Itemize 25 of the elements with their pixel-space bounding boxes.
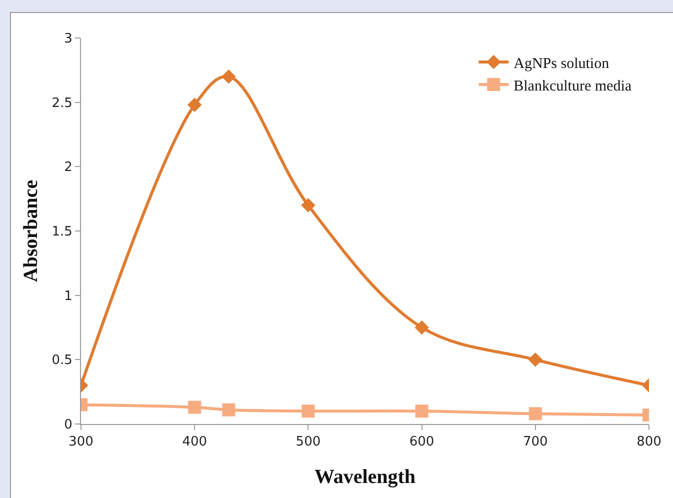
y-tick-label: 3: [64, 32, 72, 47]
point: [414, 320, 429, 335]
y-tick-label: 1: [64, 288, 72, 304]
y-tick-label: 2: [64, 160, 72, 176]
y-tick-label: 0.5: [52, 353, 72, 368]
point: [301, 198, 316, 212]
x-tick-label: 700: [522, 434, 548, 450]
y-tick-label: 0: [64, 418, 72, 433]
x-tick-label: 400: [182, 434, 208, 450]
y-axis-title: Absorbance: [20, 180, 42, 282]
point: [188, 400, 202, 414]
legend-label: AgNPs solution: [514, 56, 610, 72]
x-tick-label: 800: [636, 434, 662, 450]
x-axis-title: Wavelength: [314, 466, 416, 488]
y-tick-label: 2.5: [52, 96, 72, 111]
point: [222, 69, 236, 84]
point: [415, 404, 428, 418]
x-tick-label: 300: [68, 434, 94, 450]
x-tick-label: 600: [409, 434, 434, 450]
point: [187, 98, 202, 112]
point: [222, 403, 236, 416]
legend-label: Blankculture media: [514, 78, 632, 94]
y-tick-label: 1.5: [52, 224, 72, 240]
point: [302, 404, 315, 418]
x-tick-label: 500: [296, 434, 321, 450]
